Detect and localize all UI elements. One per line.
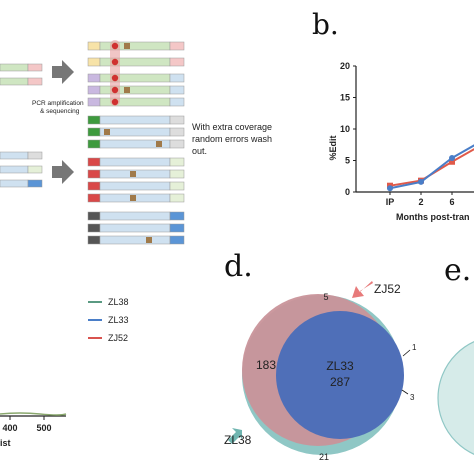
legend-label-zl38: ZL38 — [108, 297, 129, 307]
legend-label-zl33: ZL33 — [108, 315, 129, 325]
panel-e-letter: e. — [444, 253, 471, 288]
venn-label-zl38: ZL38 — [224, 433, 252, 447]
x-axis-label: Months post-tran — [396, 212, 470, 222]
note-line-1: With extra coverage — [192, 122, 272, 132]
panel-d-letter: d. — [224, 249, 253, 284]
pcr-label-line-2: & sequencing — [40, 108, 80, 115]
panel-e: e. — [437, 253, 474, 455]
data-point — [449, 154, 455, 161]
x-tick-500: 500 — [36, 423, 51, 433]
x-tick-labels: IP 2 6 — [386, 192, 455, 207]
y-tick-label: 5 — [345, 156, 350, 166]
data-point — [418, 178, 424, 185]
series-line-0 — [389, 148, 474, 187]
y-tick-label: 10 — [340, 124, 350, 134]
x-tick-400: 400 — [2, 423, 17, 433]
x-tick-label: IP — [386, 197, 395, 207]
panel-a: PCR amplification & sequencing — [0, 40, 272, 245]
chart-axes — [355, 66, 474, 193]
note-line-3: out. — [192, 146, 207, 156]
venn-label-zl33: ZL33 — [326, 359, 354, 373]
panel-b-letter: b. — [312, 8, 339, 41]
note-line-2: random errors wash — [192, 134, 272, 144]
data-point — [449, 158, 455, 165]
edit-marker-column — [110, 40, 120, 106]
venn-zl33-circle — [276, 311, 404, 439]
venn-count-5: 5 — [323, 292, 328, 302]
data-point — [387, 185, 393, 192]
panel-d: d. ZL33 287 183 5 21 1 3 ZJ52 ZL38 — [224, 249, 417, 462]
venn-label-zj52: ZJ52 — [374, 282, 401, 296]
venn-count-1: 1 — [412, 343, 417, 352]
panel-b: b. %Edit 0 5 10 15 20 IP 2 6 Months post-tran — [312, 8, 474, 222]
y-tick-labels: 0 5 10 15 20 — [340, 61, 356, 197]
pcr-label-line-1: PCR amplification — [32, 100, 84, 107]
y-tick-label: 0 — [345, 187, 350, 197]
process-arrow-icon — [52, 160, 74, 184]
read-group-4 — [87, 157, 185, 203]
x-axis-fragment: 400 500 ist — [0, 412, 67, 448]
y-tick-label: 15 — [340, 93, 350, 103]
input-reads-bottom — [0, 151, 43, 188]
zl38-pointer-arrow-icon — [228, 428, 242, 444]
read-group-5 — [87, 211, 185, 245]
read-group-2 — [87, 73, 185, 107]
legend: ZL38 ZL33 ZJ52 — [88, 297, 129, 343]
venn-count-183: 183 — [256, 358, 276, 372]
venn-count-3: 3 — [410, 393, 415, 402]
read-group-3 — [87, 115, 185, 149]
panel-c: ZL38 ZL33 ZJ52 400 500 ist — [0, 297, 129, 448]
chart-series — [387, 144, 474, 192]
venn-count-zl33: 287 — [330, 375, 350, 389]
y-axis-label: %Edit — [328, 135, 338, 160]
callout-line-3 — [401, 389, 409, 395]
callout-line-1 — [402, 349, 411, 357]
venn-count-21: 21 — [319, 452, 329, 462]
x-axis-label-fragment: ist — [0, 438, 11, 448]
input-reads-top — [0, 63, 43, 86]
read-group-1 — [87, 41, 185, 67]
x-tick-label: 6 — [449, 197, 454, 207]
series-line-1 — [389, 144, 474, 190]
flat-series-line — [0, 412, 67, 416]
x-tick-label: 2 — [418, 197, 423, 207]
legend-label-zj52: ZJ52 — [108, 333, 128, 343]
process-arrow-icon — [52, 60, 74, 84]
panel-e-circle — [437, 341, 474, 455]
y-tick-label: 20 — [340, 61, 350, 71]
random-error-markers — [124, 43, 130, 93]
zj52-pointer-arrow-icon — [352, 281, 373, 298]
